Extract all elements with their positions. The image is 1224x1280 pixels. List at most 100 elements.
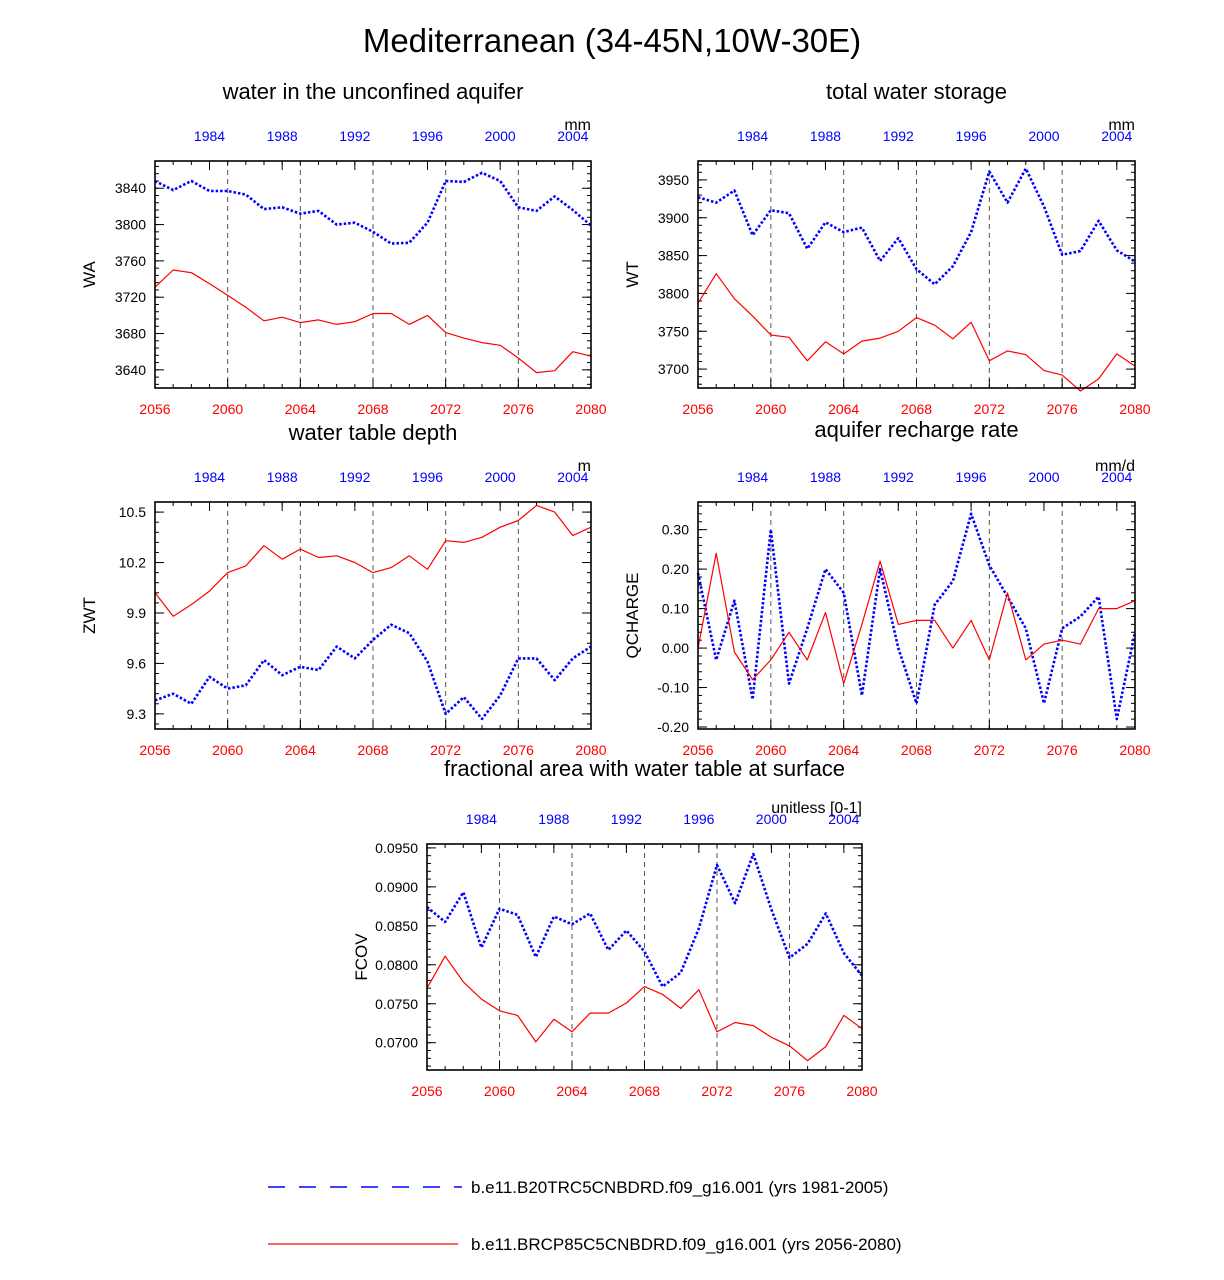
x-bottom-tick-label: 2060 <box>484 1083 515 1099</box>
panel-title: water in the unconfined aquifer <box>222 79 524 104</box>
x-bottom-tick-label: 2056 <box>682 742 713 758</box>
series-line-blue <box>697 167 1136 286</box>
y-tick-label: 0.0800 <box>375 957 418 973</box>
panel-title: total water storage <box>826 79 1007 104</box>
x-bottom-tick-label: 2060 <box>212 742 243 758</box>
series-line-red <box>154 504 592 617</box>
x-bottom-tick-label: 2076 <box>503 401 534 417</box>
x-bottom-tick-label: 2068 <box>629 1083 660 1099</box>
plot-frame <box>697 501 1136 730</box>
x-top-tick-label: 1996 <box>412 128 443 144</box>
y-tick-label: 3720 <box>115 289 146 305</box>
x-bottom-tick-label: 2056 <box>139 401 170 417</box>
plot-frame <box>154 501 592 730</box>
x-top-tick-label: 1992 <box>339 469 370 485</box>
x-bottom-tick-label: 2080 <box>575 742 606 758</box>
x-bottom-tick-label: 2064 <box>828 401 859 417</box>
y-tick-label: 3850 <box>658 248 689 264</box>
y-tick-label: -0.20 <box>657 719 689 735</box>
x-top-tick-label: 1992 <box>883 128 914 144</box>
series-line-red <box>154 269 592 374</box>
x-top-tick-label: 1984 <box>737 469 768 485</box>
units-label: m <box>578 458 591 475</box>
series-line-blue <box>426 852 864 988</box>
y-tick-label: 10.2 <box>119 555 146 571</box>
x-top-tick-label: 2000 <box>1028 469 1059 485</box>
panel-4: aquifer recharge rate mm/d QCHARGE 2056 2060… <box>623 417 1151 758</box>
x-top-tick-label: 1984 <box>194 469 225 485</box>
x-bottom-tick-label: 2080 <box>575 401 606 417</box>
x-bottom-tick-label: 2056 <box>139 742 170 758</box>
series-line-blue <box>154 171 592 245</box>
x-top-tick-label: 1988 <box>810 469 841 485</box>
x-bottom-tick-label: 2072 <box>430 401 461 417</box>
figure-title: Mediterranean (34-45N,10W-30E) <box>363 22 861 59</box>
x-top-tick-label: 1992 <box>883 469 914 485</box>
series-line-blue <box>696 512 1137 721</box>
units-label: mm <box>1108 117 1135 134</box>
plot-frame <box>426 843 863 1071</box>
x-bottom-tick-label: 2076 <box>774 1083 805 1099</box>
y-tick-label: 0.10 <box>662 601 689 617</box>
y-axis-label: QCHARGE <box>623 573 642 659</box>
y-tick-label: 0.00 <box>662 640 689 656</box>
y-tick-label: -0.10 <box>657 680 689 696</box>
y-tick-label: 0.0850 <box>375 918 418 934</box>
y-tick-label: 0.0750 <box>375 996 418 1012</box>
x-top-tick-label: 1984 <box>737 128 768 144</box>
units-label: unitless [0-1] <box>771 800 862 817</box>
x-bottom-tick-label: 2060 <box>755 742 786 758</box>
y-tick-label: 0.0950 <box>375 840 418 856</box>
x-bottom-tick-label: 2076 <box>1047 742 1078 758</box>
x-top-tick-label: 1988 <box>538 811 569 827</box>
x-bottom-tick-label: 2072 <box>430 742 461 758</box>
x-top-tick-label: 2004 <box>1101 128 1132 144</box>
y-tick-label: 0.20 <box>662 561 689 577</box>
panel-title: aquifer recharge rate <box>814 417 1018 442</box>
plot-frame <box>697 160 1136 389</box>
x-top-tick-label: 1996 <box>412 469 443 485</box>
y-tick-label: 0.30 <box>662 522 689 538</box>
y-tick-label: 3750 <box>658 323 689 339</box>
x-bottom-tick-label: 2064 <box>285 401 316 417</box>
x-top-tick-label: 2004 <box>557 128 588 144</box>
x-bottom-tick-label: 2068 <box>357 742 388 758</box>
y-tick-label: 3950 <box>658 172 689 188</box>
x-top-tick-label: 1992 <box>611 811 642 827</box>
x-bottom-tick-label: 2076 <box>1047 401 1078 417</box>
y-axis-label: WA <box>80 260 99 287</box>
x-top-tick-label: 1988 <box>267 469 298 485</box>
y-tick-label: 10.5 <box>119 504 146 520</box>
y-axis-label: WT <box>623 261 642 287</box>
x-top-tick-label: 2000 <box>756 811 787 827</box>
legend: b.e11.B20TRC5CNBDRD.f09_g16.001 (yrs 198… <box>268 1178 902 1254</box>
x-bottom-tick-label: 2076 <box>503 742 534 758</box>
panel-1: water in the unconfined aquifer mm WA 2056 2… <box>80 79 607 417</box>
y-axis-label: ZWT <box>80 597 99 634</box>
x-bottom-tick-label: 2064 <box>285 742 316 758</box>
x-top-tick-label: 1992 <box>339 128 370 144</box>
x-bottom-tick-label: 2060 <box>212 401 243 417</box>
x-top-tick-label: 2004 <box>557 469 588 485</box>
x-bottom-tick-label: 2072 <box>974 742 1005 758</box>
units-label: mm/d <box>1095 458 1135 475</box>
plot-frame <box>154 160 592 389</box>
series-line-red <box>697 273 1136 392</box>
legend-red-label: b.e11.BRCP85C5CNBDRD.f09_g16.001 (yrs 20… <box>471 1235 902 1254</box>
x-bottom-tick-label: 2072 <box>701 1083 732 1099</box>
x-top-tick-label: 2000 <box>485 128 516 144</box>
x-top-tick-label: 1996 <box>956 469 987 485</box>
legend-blue-label: b.e11.B20TRC5CNBDRD.f09_g16.001 (yrs 198… <box>471 1178 888 1197</box>
x-top-tick-label: 1984 <box>466 811 497 827</box>
y-tick-label: 3840 <box>115 180 146 196</box>
y-tick-label: 3700 <box>658 361 689 377</box>
panel-2: total water storage mm WT 2056 2060 2064 2068 2… <box>623 79 1151 417</box>
panel-3: water table depth m ZWT 2056 2060 2064 2068 207… <box>80 420 607 758</box>
x-bottom-tick-label: 2080 <box>1119 742 1150 758</box>
x-bottom-tick-label: 2056 <box>411 1083 442 1099</box>
y-tick-label: 9.6 <box>127 655 147 671</box>
x-top-tick-label: 1988 <box>267 128 298 144</box>
series-line-red <box>697 552 1136 685</box>
x-bottom-tick-label: 2068 <box>357 401 388 417</box>
y-tick-label: 3800 <box>115 217 146 233</box>
